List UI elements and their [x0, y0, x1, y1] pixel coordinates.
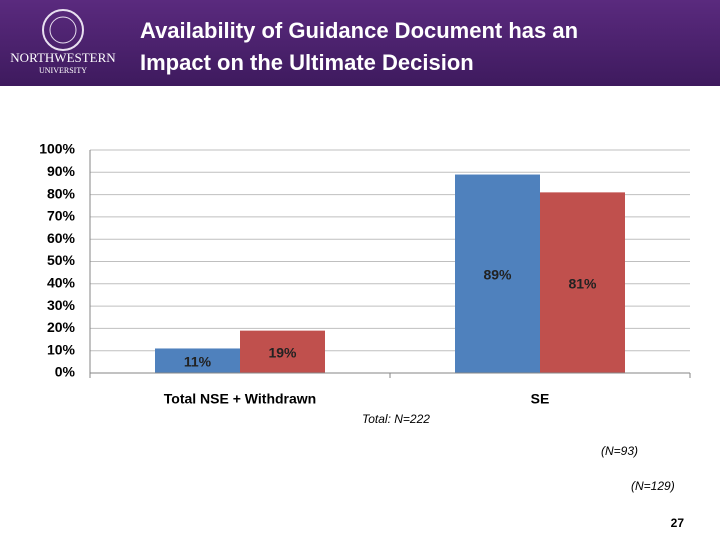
logo-text: UNIVERSITY: [39, 66, 87, 75]
y-tick-label: 60%: [47, 230, 76, 246]
logo-seal-inner: [49, 16, 77, 44]
data-label: 81%: [568, 275, 597, 291]
y-tick-label: 80%: [47, 185, 76, 201]
note: (N=93): [601, 444, 638, 458]
data-label: 89%: [483, 266, 512, 282]
y-tick-label: 0%: [55, 364, 76, 380]
x-tick-label: Total NSE + Withdrawn: [164, 391, 316, 407]
slide-title: Availability of Guidance Document has an: [140, 18, 578, 43]
logo-text: NORTHWESTERN: [10, 50, 116, 65]
page-number: 27: [671, 516, 685, 530]
bar: [155, 348, 240, 373]
y-tick-label: 50%: [47, 252, 76, 268]
y-tick-label: 70%: [47, 208, 76, 224]
bar: [455, 174, 540, 373]
data-label: 19%: [268, 345, 297, 361]
y-tick-label: 30%: [47, 297, 76, 313]
note: (N=129): [631, 479, 675, 493]
data-label: 11%: [184, 353, 212, 369]
y-tick-label: 40%: [47, 275, 76, 291]
y-tick-label: 10%: [47, 341, 76, 357]
note: Total: N=222: [362, 412, 430, 426]
y-tick-label: 90%: [47, 163, 76, 179]
bar: [540, 192, 625, 373]
x-tick-label: SE: [531, 391, 550, 407]
y-tick-label: 100%: [39, 141, 75, 157]
bar: [240, 330, 325, 373]
slide-title: Impact on the Ultimate Decision: [140, 50, 474, 75]
y-tick-label: 20%: [47, 319, 76, 335]
header-bar: [0, 0, 720, 86]
logo-seal: [42, 9, 84, 51]
